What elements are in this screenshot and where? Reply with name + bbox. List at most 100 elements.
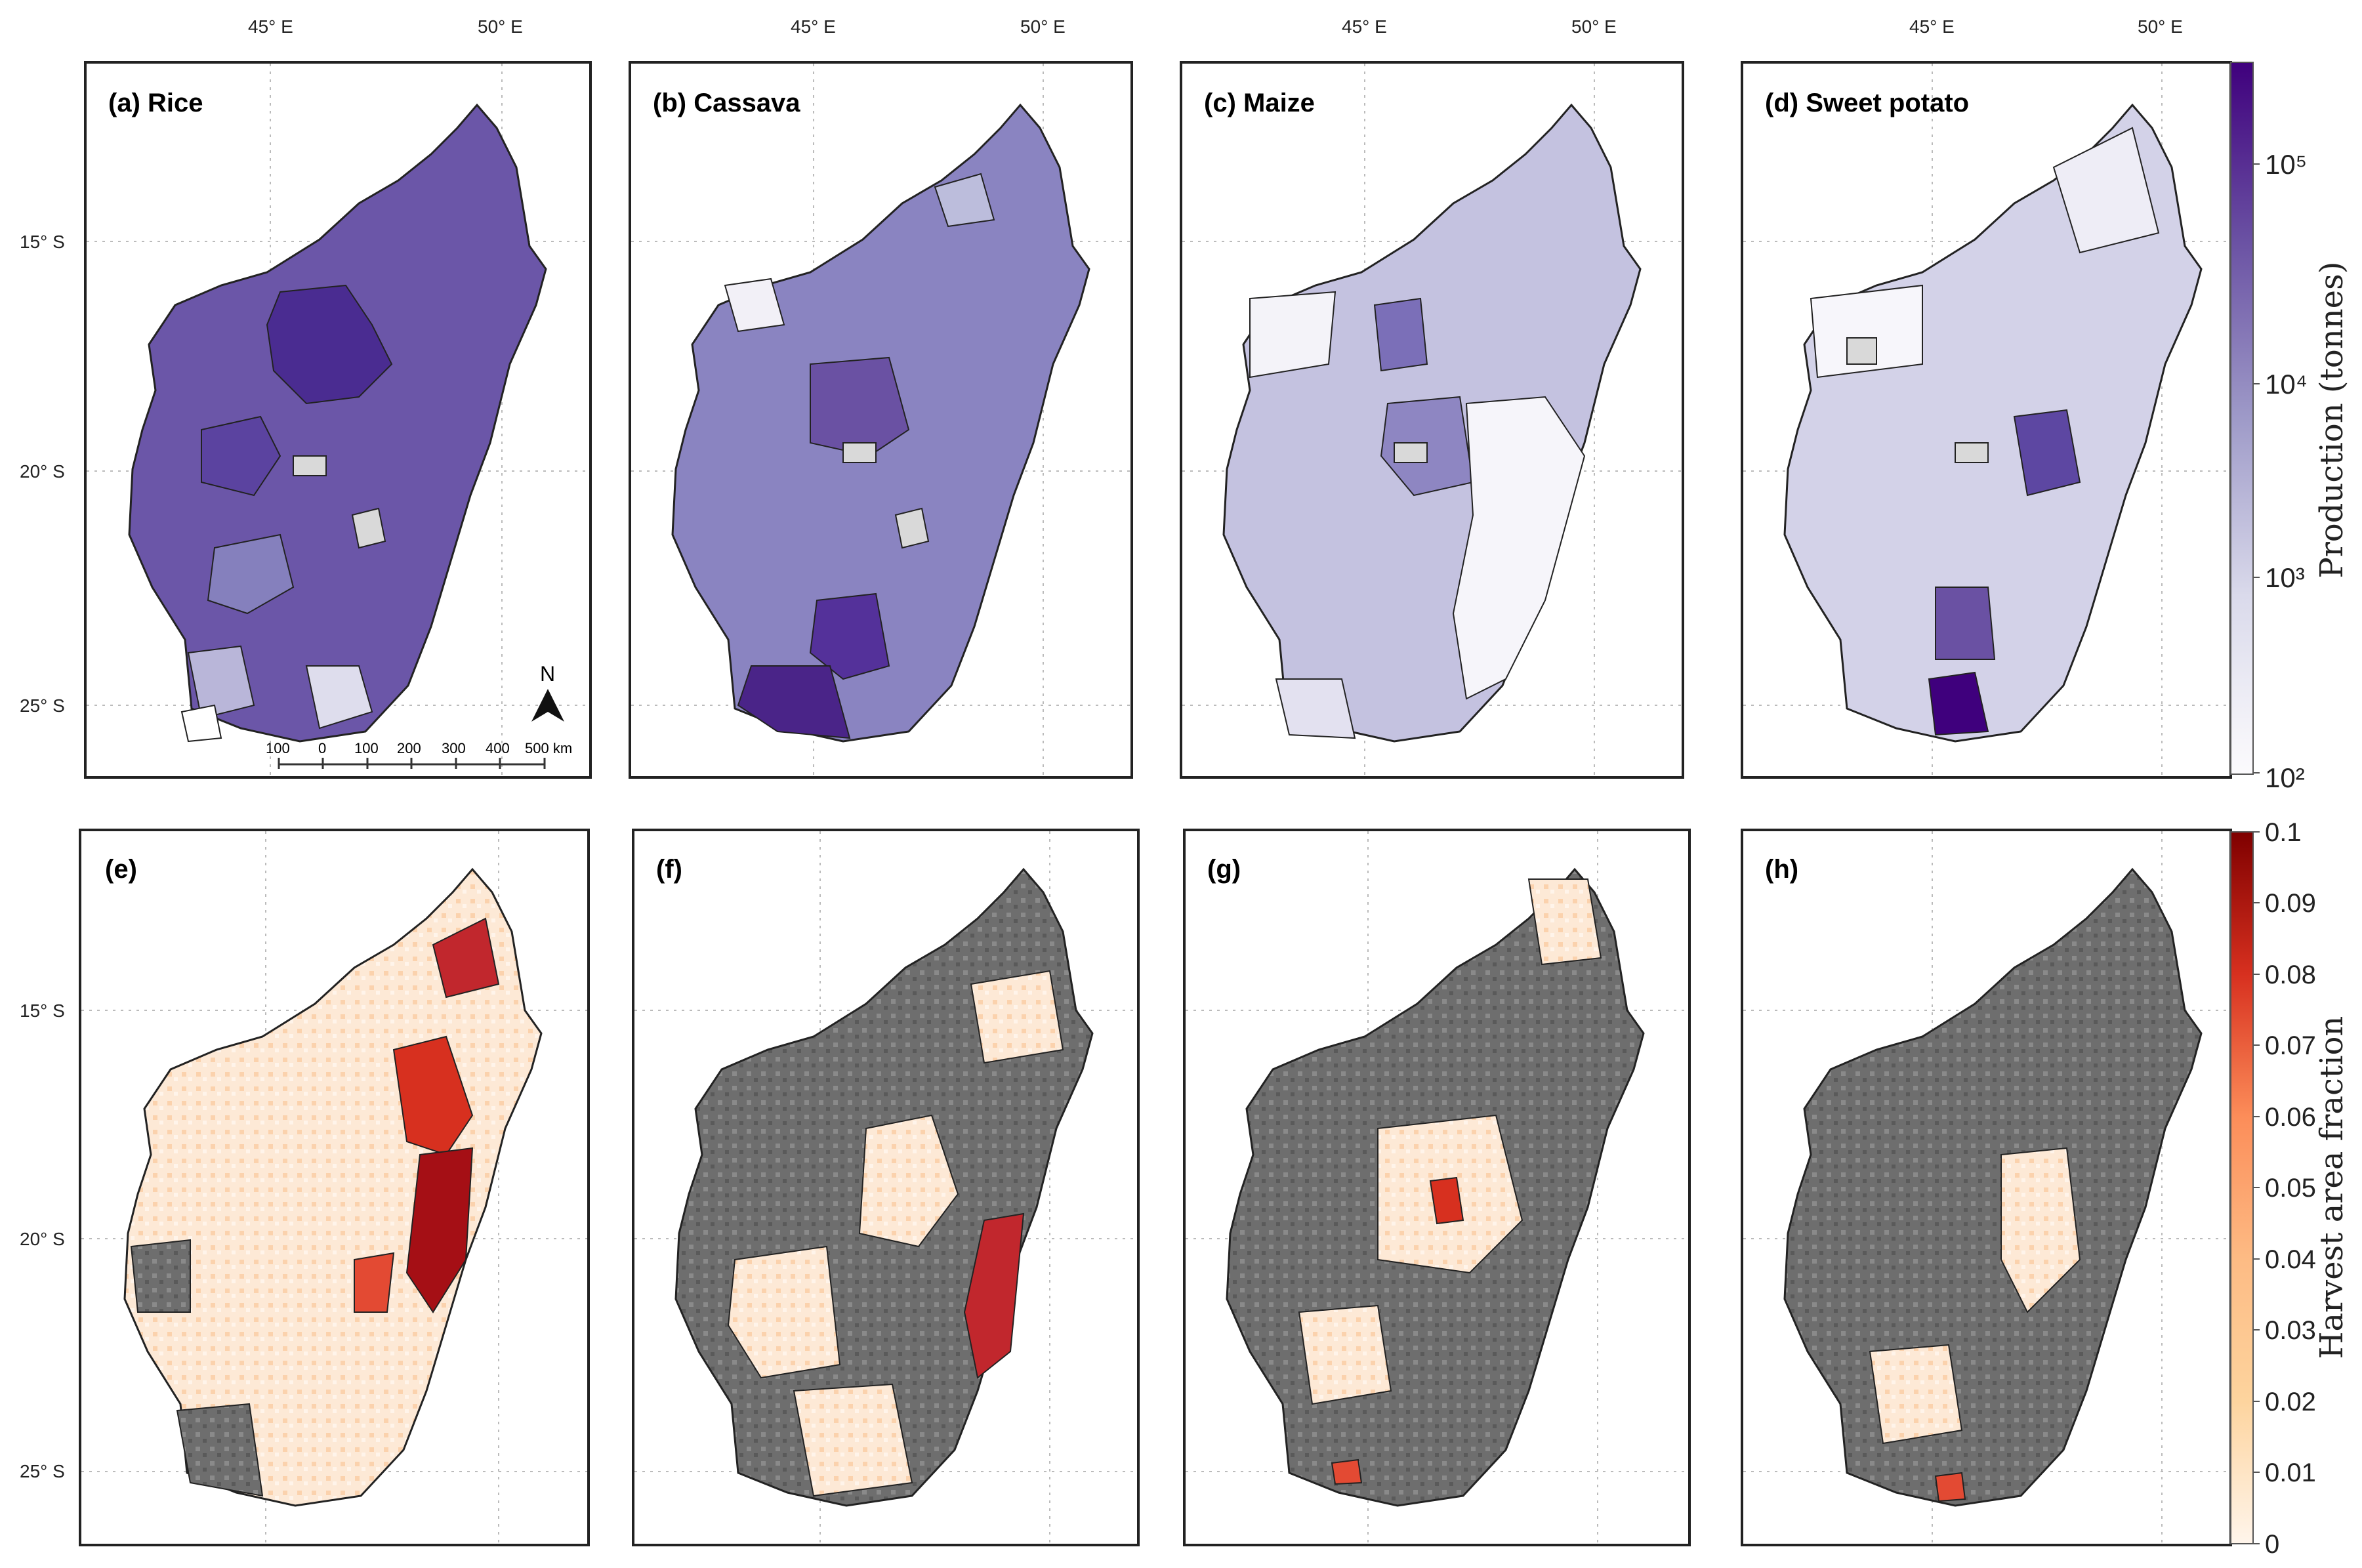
panel-title: (c) Maize: [1204, 89, 1315, 117]
harvest-colorbar: 0.1 0.09 0.08 0.07 0.06 0.05 0.04 0.03 0…: [2230, 818, 2350, 1559]
region-low: [934, 173, 995, 228]
no-data-region: [1394, 442, 1428, 463]
latitude-labels: 15° S 20° S 25° S 15° S 20° S 25° S: [20, 232, 65, 1481]
colorbar-ticks: [2253, 831, 2260, 1544]
no-data-region: [351, 507, 386, 549]
north-label: N: [540, 662, 555, 686]
region-low: [1810, 284, 1923, 379]
colorbar-ramp: [2230, 831, 2254, 1544]
crop-region: [1527, 878, 1602, 966]
no-data-region: [293, 455, 327, 476]
colorbar-title: Production (tonnes): [2313, 262, 2350, 579]
scale-tick: 100: [266, 740, 290, 756]
region-high: [2013, 409, 2081, 497]
region-mid: [207, 533, 295, 615]
region-low: [1275, 678, 1356, 739]
hotspot: [1429, 1176, 1464, 1225]
no-data-region: [1846, 337, 1877, 365]
masked-region: [130, 1239, 191, 1313]
lon-label: 50° E: [2138, 16, 2183, 37]
region-low: [724, 278, 785, 333]
lat-label: 20° S: [20, 1229, 65, 1249]
production-colorbar: 10⁵ 10⁴ 10³ 10² Production (tonnes): [2230, 62, 2350, 793]
lon-label: 45° E: [791, 16, 836, 37]
lon-label: 50° E: [1020, 16, 1066, 37]
scale-tick: 300: [442, 740, 466, 756]
panel-b: (b) Cassava: [629, 61, 1133, 779]
crop-region: [727, 1245, 841, 1379]
panel-e: (e): [79, 829, 590, 1546]
panel-h: (h): [1741, 829, 2232, 1546]
colorbar-tick: 0.1: [2265, 818, 2302, 847]
colorbar-tick: 0.05: [2265, 1174, 2316, 1203]
panel-a: (a) Rice N 100 0 100 200 300 400 500 km: [84, 61, 592, 779]
no-data-region: [894, 507, 930, 549]
colorbar-tick: 0.01: [2265, 1458, 2316, 1487]
region-low: [1249, 291, 1336, 379]
colorbar-tick: 10⁴: [2265, 369, 2308, 400]
hotspot: [392, 1035, 474, 1156]
region-high: [1935, 587, 1996, 660]
panel-title: (g): [1207, 855, 1241, 884]
region-low: [305, 665, 373, 730]
madagascar-shape: [1783, 103, 2203, 743]
lon-label: 50° E: [478, 16, 523, 37]
longitude-labels: 45° E 50° E 45° E 50° E 45° E 50° E 45° …: [248, 16, 2183, 37]
colorbar-tick: 10³: [2265, 562, 2305, 593]
panel-title: (f): [656, 855, 682, 884]
colorbar-tick: 0.06: [2265, 1103, 2316, 1132]
colorbar-tick: 0.09: [2265, 889, 2316, 918]
colorbar-ramp: [2230, 62, 2254, 775]
lat-label: 25° S: [20, 1461, 65, 1481]
region-high: [201, 415, 281, 497]
scale-tick: 100: [354, 740, 379, 756]
lat-label: 15° S: [20, 1001, 65, 1021]
panel-title: (b) Cassava: [653, 89, 800, 117]
lat-label: 20° S: [20, 461, 65, 482]
masked-region: [176, 1403, 264, 1497]
panel-title: (h): [1765, 855, 1798, 884]
panel-c: (c) Maize: [1180, 61, 1684, 779]
crop-region: [1869, 1344, 1963, 1445]
panel-g: (g): [1183, 829, 1691, 1546]
colorbar-tick: 0.07: [2265, 1031, 2316, 1060]
hotspot: [963, 1212, 1025, 1379]
colorbar-tick: 0.02: [2265, 1388, 2316, 1416]
no-data-region: [1955, 442, 1989, 463]
scale-bar: 100 0 100 200 300 400 500 km: [266, 740, 572, 769]
colorbar-tick: 0.08: [2265, 960, 2316, 989]
madagascar-shape: [1783, 867, 2203, 1507]
hotspot: [1934, 1472, 1966, 1502]
region-high: [810, 356, 910, 457]
region-high: [1928, 671, 1989, 736]
colorbar-title: Harvest area fraction: [2313, 1016, 2350, 1359]
hotspot: [405, 1147, 474, 1313]
crop-region: [970, 970, 1064, 1064]
north-arrow: N: [531, 662, 564, 722]
panel-d: (d) Sweet potato: [1741, 61, 2232, 779]
scale-tick: 500 km: [525, 740, 572, 756]
colorbar-tick: 0.03: [2265, 1316, 2316, 1345]
lon-label: 45° E: [248, 16, 293, 37]
crop-region: [793, 1383, 913, 1497]
region-high: [266, 284, 393, 405]
region-low: [187, 645, 255, 720]
panel-f: (f): [632, 829, 1140, 1546]
no-data-region: [842, 442, 877, 463]
region-low: [2052, 127, 2160, 254]
region-high: [1373, 297, 1428, 372]
region-high: [737, 665, 851, 739]
no-data-region: [180, 704, 222, 743]
lon-label: 50° E: [1571, 16, 1617, 37]
lat-label: 15° S: [20, 232, 65, 252]
crop-region: [2000, 1147, 2081, 1313]
hotspot: [432, 917, 500, 999]
colorbar-tick: 0.04: [2265, 1245, 2316, 1274]
crop-region: [858, 1114, 959, 1248]
lat-label: 25° S: [20, 695, 65, 716]
lon-label: 45° E: [1342, 16, 1387, 37]
lon-label: 45° E: [1909, 16, 1955, 37]
colorbar-tick: 10²: [2265, 762, 2305, 793]
colorbar-tick: 0: [2265, 1530, 2279, 1559]
